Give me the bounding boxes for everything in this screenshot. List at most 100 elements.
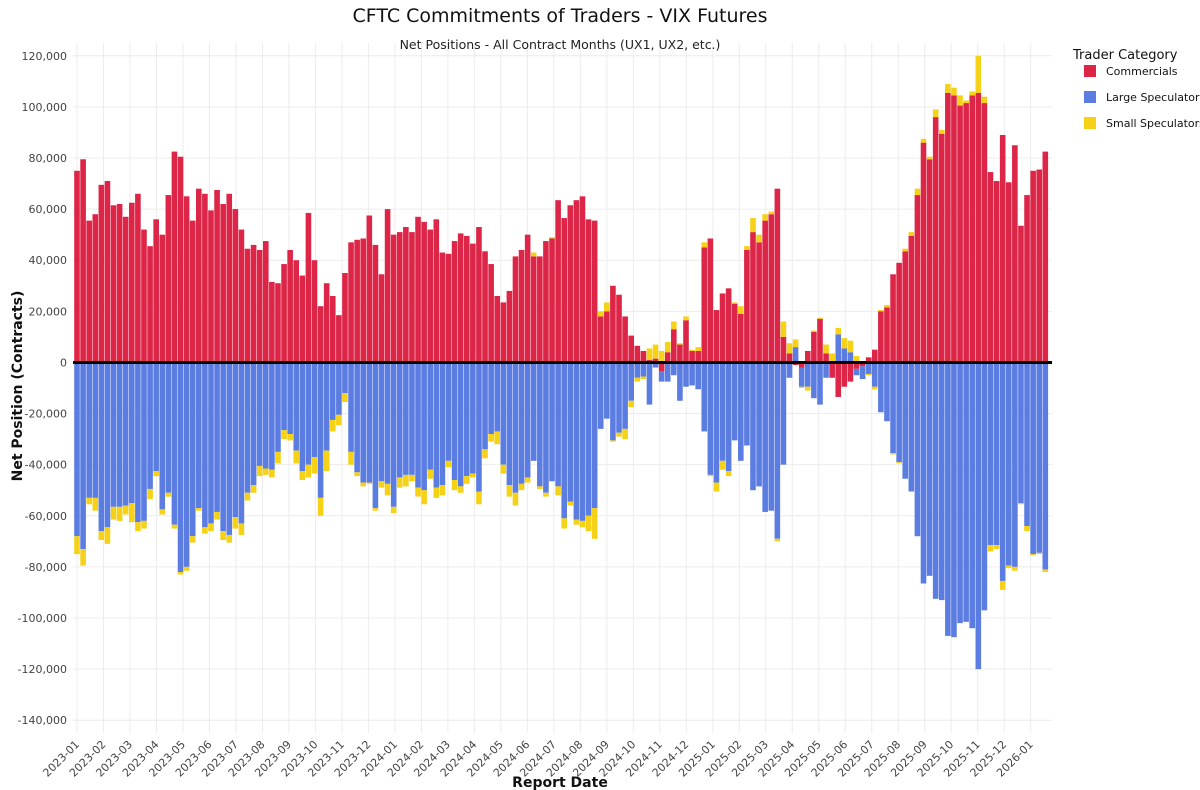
bar-large-speculators[interactable] bbox=[591, 362, 598, 509]
bar-large-speculators[interactable] bbox=[567, 362, 574, 502]
bar-large-speculators[interactable] bbox=[1012, 362, 1018, 567]
bar-small-speculators[interactable] bbox=[543, 492, 549, 497]
bar-small-speculators[interactable] bbox=[695, 347, 701, 351]
bar-large-speculators[interactable] bbox=[543, 362, 549, 493]
bar-large-speculators[interactable] bbox=[610, 362, 616, 441]
bar-commercials[interactable] bbox=[823, 353, 829, 363]
bar-small-speculators[interactable] bbox=[658, 350, 665, 363]
bar-commercials[interactable] bbox=[567, 205, 574, 363]
bar-large-speculators[interactable] bbox=[537, 362, 543, 487]
bar-commercials[interactable] bbox=[208, 210, 214, 363]
bar-commercials[interactable] bbox=[262, 241, 269, 363]
bar-small-speculators[interactable] bbox=[463, 476, 470, 484]
bar-small-speculators[interactable] bbox=[1042, 569, 1049, 572]
bar-commercials[interactable] bbox=[658, 362, 665, 372]
bar-commercials[interactable] bbox=[664, 352, 671, 363]
bar-large-speculators[interactable] bbox=[202, 362, 208, 528]
bar-small-speculators[interactable] bbox=[713, 482, 720, 492]
bar-large-speculators[interactable] bbox=[658, 371, 665, 382]
bar-commercials[interactable] bbox=[189, 220, 196, 363]
bar-commercials[interactable] bbox=[945, 92, 951, 363]
bar-large-speculators[interactable] bbox=[378, 362, 385, 482]
bar-commercials[interactable] bbox=[811, 331, 817, 363]
bar-small-speculators[interactable] bbox=[171, 524, 178, 529]
bar-commercials[interactable] bbox=[512, 256, 519, 363]
bar-large-speculators[interactable] bbox=[457, 362, 464, 487]
bar-commercials[interactable] bbox=[969, 95, 976, 363]
bar-large-speculators[interactable] bbox=[476, 362, 482, 492]
bar-small-speculators[interactable] bbox=[725, 471, 732, 477]
bar-small-speculators[interactable] bbox=[360, 482, 367, 487]
bar-small-speculators[interactable] bbox=[269, 469, 275, 478]
bar-small-speculators[interactable] bbox=[336, 414, 342, 426]
legend[interactable]: Trader Category Commercials Large Specula… bbox=[1072, 48, 1200, 130]
bar-small-speculators[interactable] bbox=[628, 400, 634, 408]
bar-commercials[interactable] bbox=[518, 250, 525, 363]
bar-commercials[interactable] bbox=[628, 335, 634, 363]
bar-commercials[interactable] bbox=[884, 307, 890, 363]
bar-large-speculators[interactable] bbox=[945, 362, 951, 636]
bar-commercials[interactable] bbox=[756, 242, 762, 363]
bar-commercials[interactable] bbox=[975, 92, 982, 363]
bar-large-speculators[interactable] bbox=[957, 362, 963, 624]
bar-small-speculators[interactable] bbox=[969, 91, 976, 96]
bar-large-speculators[interactable] bbox=[951, 362, 957, 638]
bar-commercials[interactable] bbox=[938, 133, 945, 363]
bar-small-speculators[interactable] bbox=[530, 252, 537, 257]
bar-large-speculators[interactable] bbox=[348, 362, 354, 452]
bar-small-speculators[interactable] bbox=[957, 95, 963, 106]
bar-commercials[interactable] bbox=[482, 251, 488, 363]
bar-large-speculators[interactable] bbox=[80, 362, 86, 549]
bar-large-speculators[interactable] bbox=[896, 362, 902, 463]
bar-small-speculators[interactable] bbox=[719, 460, 726, 470]
bar-commercials[interactable] bbox=[853, 362, 860, 369]
bar-large-speculators[interactable] bbox=[798, 367, 805, 387]
bar-small-speculators[interactable] bbox=[512, 492, 519, 506]
bar-small-speculators[interactable] bbox=[147, 488, 153, 500]
bar-commercials[interactable] bbox=[409, 232, 415, 363]
bar-small-speculators[interactable] bbox=[981, 96, 988, 104]
bar-large-speculators[interactable] bbox=[628, 362, 634, 401]
bar-commercials[interactable] bbox=[738, 313, 744, 363]
bar-small-speculators[interactable] bbox=[518, 483, 525, 491]
bar-commercials[interactable] bbox=[250, 244, 257, 363]
bar-small-speculators[interactable] bbox=[141, 520, 147, 529]
bar-large-speculators[interactable] bbox=[262, 362, 269, 469]
bar-commercials[interactable] bbox=[999, 135, 1006, 363]
bar-commercials[interactable] bbox=[451, 241, 458, 363]
bar-large-speculators[interactable] bbox=[250, 362, 257, 486]
bar-small-speculators[interactable] bbox=[427, 469, 434, 479]
bar-small-speculators[interactable] bbox=[445, 460, 452, 468]
bar-large-speculators[interactable] bbox=[506, 362, 513, 486]
bar-large-speculators[interactable] bbox=[719, 362, 726, 461]
bar-large-speculators[interactable] bbox=[634, 362, 641, 378]
bar-large-speculators[interactable] bbox=[805, 362, 811, 387]
bar-commercials[interactable] bbox=[920, 142, 927, 363]
bar-large-speculators[interactable] bbox=[384, 362, 391, 484]
bar-large-speculators[interactable] bbox=[433, 362, 440, 488]
bar-small-speculators[interactable] bbox=[384, 483, 391, 496]
bar-commercials[interactable] bbox=[610, 285, 616, 363]
bar-large-speculators[interactable] bbox=[196, 362, 202, 509]
bar-commercials[interactable] bbox=[129, 202, 135, 363]
bar-large-speculators[interactable] bbox=[451, 362, 458, 480]
bar-small-speculators[interactable] bbox=[482, 449, 488, 459]
bar-commercials[interactable] bbox=[165, 195, 172, 363]
bar-large-speculators[interactable] bbox=[859, 366, 866, 380]
bar-large-speculators[interactable] bbox=[585, 362, 592, 516]
bar-large-speculators[interactable] bbox=[671, 362, 677, 376]
bar-large-speculators[interactable] bbox=[768, 362, 775, 511]
bar-large-speculators[interactable] bbox=[981, 362, 988, 611]
bar-small-speculators[interactable] bbox=[945, 83, 951, 93]
bar-small-speculators[interactable] bbox=[780, 321, 787, 337]
bar-small-speculators[interactable] bbox=[275, 451, 281, 464]
bar-large-speculators[interactable] bbox=[512, 362, 519, 493]
bar-small-speculators[interactable] bbox=[768, 211, 775, 215]
bar-commercials[interactable] bbox=[865, 357, 872, 363]
bar-large-speculators[interactable] bbox=[792, 347, 799, 363]
bar-small-speculators[interactable] bbox=[129, 503, 135, 523]
bar-commercials[interactable] bbox=[269, 281, 275, 363]
bar-commercials[interactable] bbox=[323, 283, 330, 363]
bar-large-speculators[interactable] bbox=[281, 362, 287, 431]
bar-small-speculators[interactable] bbox=[786, 343, 793, 354]
